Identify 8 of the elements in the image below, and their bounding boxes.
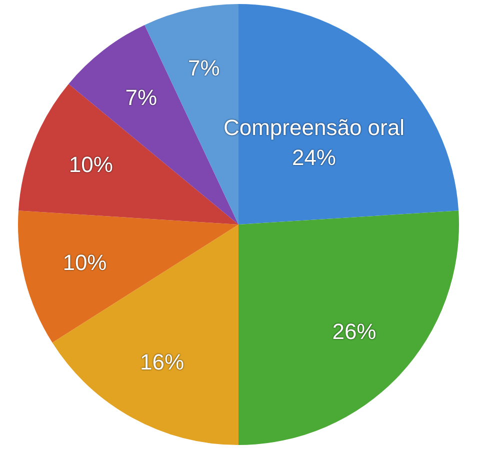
data-label: 24%: [292, 145, 336, 170]
data-label: 16%: [140, 350, 184, 375]
data-label: 10%: [68, 152, 113, 178]
slice-label: Compreensão oral: [223, 115, 404, 140]
data-label: 26%: [332, 319, 376, 344]
data-label: 7%: [188, 56, 220, 81]
data-label: 7%: [125, 85, 158, 110]
data-label: 10%: [62, 250, 107, 276]
